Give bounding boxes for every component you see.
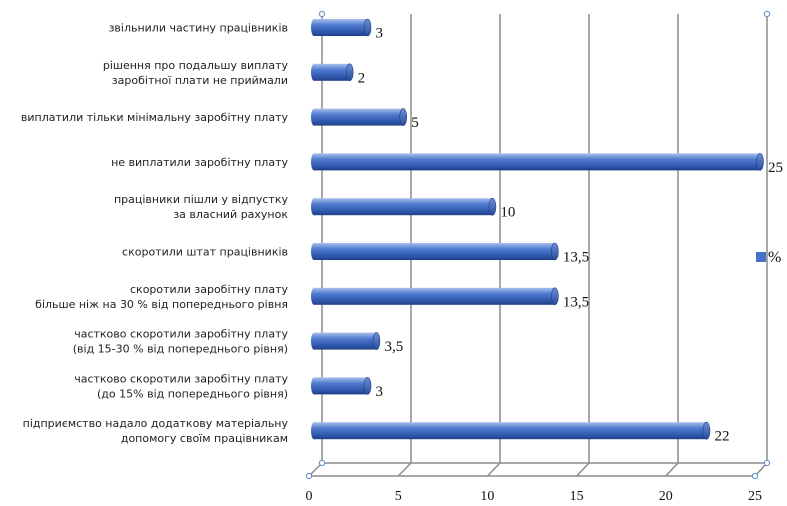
bar-start — [311, 198, 317, 216]
bar-start — [311, 332, 317, 350]
corner-handle — [318, 10, 326, 18]
category-label: скоротили штат працівників — [122, 246, 288, 259]
category-label: працівники пішли у відпустку за власний р… — [114, 193, 289, 221]
gridlines — [305, 10, 771, 480]
corner-handle — [763, 10, 771, 18]
bar-body — [314, 422, 707, 440]
corner-handle — [763, 459, 771, 467]
bar-end-cap — [363, 18, 372, 37]
bar-end-cap — [702, 421, 711, 440]
tick-label: 25 — [748, 489, 762, 504]
bar-start — [311, 19, 317, 36]
bar-body — [314, 198, 493, 216]
bar-start — [311, 63, 317, 81]
value-label: 3,5 — [384, 339, 403, 355]
category-label: не виплатили заробітну плату — [111, 156, 288, 169]
bar-end-cap — [551, 242, 559, 261]
category-label: частково скоротили заробітну плату (до 15… — [74, 372, 288, 400]
bar-start — [311, 153, 317, 171]
bar-start — [311, 287, 317, 305]
bar-start — [311, 243, 317, 260]
floor-gridline-5 — [397, 462, 412, 477]
tick-label: 10 — [480, 489, 494, 504]
value-label: 3 — [376, 26, 384, 42]
value-label: 5 — [411, 115, 419, 131]
bar — [311, 421, 711, 440]
floor-gridline-15 — [576, 462, 590, 477]
bar-body — [314, 243, 555, 260]
bar-body — [314, 63, 350, 81]
bar-end-cap — [363, 377, 372, 395]
bar — [311, 63, 354, 82]
bar-body — [314, 287, 555, 305]
bar-start — [311, 108, 317, 126]
bar-body — [314, 332, 377, 350]
value-label: 3 — [376, 384, 384, 400]
bar — [311, 287, 559, 306]
bar — [311, 197, 497, 216]
category-labels: звільнили частину працівників рішення про… — [21, 22, 289, 446]
category-label: виплатили тільки мінімальну заробітну пл… — [21, 111, 289, 124]
bar-end-cap — [551, 287, 559, 306]
corner-handle — [305, 472, 313, 480]
tick-label: 0 — [306, 489, 313, 504]
corner-handle — [318, 459, 326, 467]
category-label: підприємство надало додаткову матеріальн… — [23, 417, 289, 445]
bar — [311, 332, 381, 350]
category-label: частково скоротили заробітну плату (від 1… — [73, 328, 289, 356]
bar — [311, 153, 764, 171]
floor-gridline-20 — [665, 462, 679, 477]
bar-body — [314, 153, 760, 171]
value-label: 13,5 — [563, 250, 589, 266]
bar-start — [311, 377, 317, 395]
category-label: звільнили частину працівників — [109, 22, 288, 35]
x-axis-ticks: 0 5 10 15 20 25 — [306, 489, 763, 504]
bar-end-cap — [372, 332, 381, 350]
tick-label: 5 — [395, 489, 402, 504]
value-label: 10 — [500, 205, 515, 221]
bar-end-cap — [488, 197, 497, 216]
bars — [311, 18, 764, 440]
bar-end-cap — [345, 63, 354, 82]
bar-body — [314, 108, 404, 126]
value-label: 22 — [714, 429, 729, 445]
bar-body — [314, 19, 368, 36]
tick-label: 20 — [659, 489, 673, 504]
corner-handle — [751, 472, 759, 480]
bar — [311, 18, 372, 37]
bar-end-cap — [399, 108, 408, 126]
value-label: 25 — [768, 160, 783, 176]
legend-label: % — [768, 249, 781, 266]
legend: % — [756, 249, 781, 266]
bar — [311, 242, 559, 261]
bar-start — [311, 422, 317, 440]
tick-label: 15 — [570, 489, 584, 504]
bar-end-cap — [756, 153, 764, 171]
floor-gridline-10 — [486, 462, 501, 477]
bar-body — [314, 377, 368, 395]
category-label: скоротили заробітну плату більше ніж на 3… — [35, 283, 288, 311]
value-label: 13,5 — [563, 294, 589, 310]
bar — [311, 377, 372, 395]
bar — [311, 108, 408, 126]
category-label: рішення про подальшу виплату заробітної п… — [103, 59, 289, 87]
value-label: 2 — [358, 70, 366, 86]
legend-swatch — [756, 252, 766, 262]
